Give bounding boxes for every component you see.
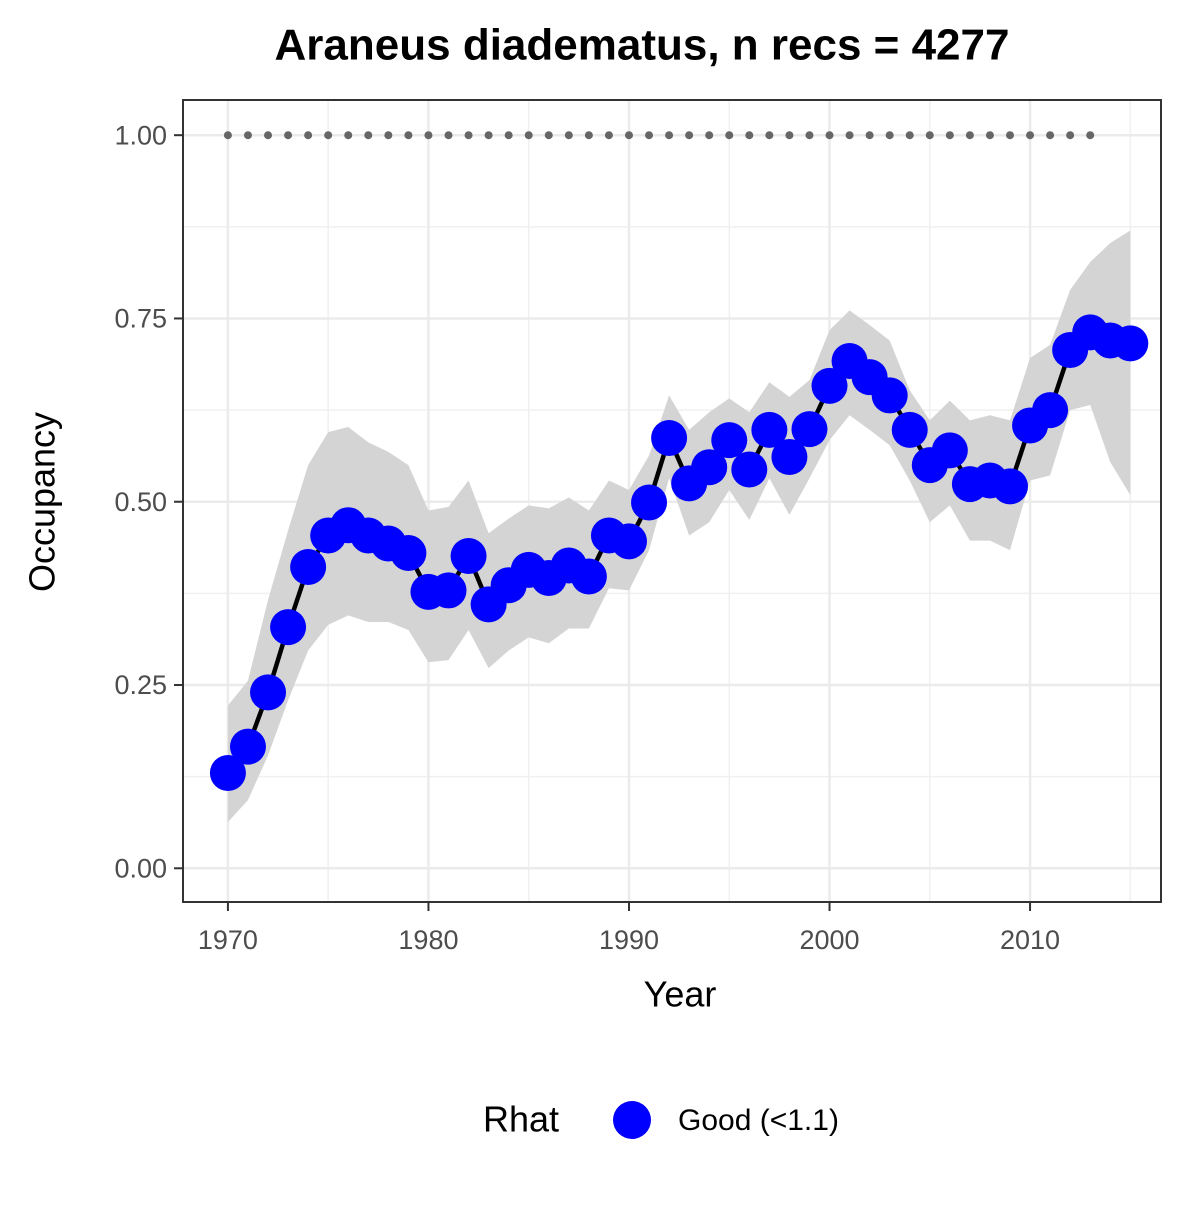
data-point bbox=[209, 754, 246, 791]
reference-dot bbox=[524, 131, 533, 140]
plot-area: 0.00 0.25 0.50 0.75 1.00 1970 1980 1990 2000 2010 bbox=[114, 99, 1162, 955]
reference-dot bbox=[223, 131, 232, 140]
reference-dot bbox=[845, 131, 854, 140]
data-point bbox=[250, 674, 287, 711]
reference-dot bbox=[825, 131, 834, 140]
legend-key bbox=[613, 1101, 651, 1139]
data-point bbox=[430, 572, 467, 609]
data-point bbox=[610, 523, 647, 560]
plot-border bbox=[182, 99, 1162, 903]
reference-dot bbox=[324, 131, 333, 140]
data-point bbox=[1112, 325, 1149, 362]
data-point bbox=[711, 422, 748, 459]
reference-dot bbox=[584, 131, 593, 140]
data-point bbox=[751, 411, 788, 448]
y-tick-label: 1.00 bbox=[114, 120, 167, 150]
reference-dot bbox=[444, 131, 453, 140]
data-point bbox=[570, 558, 607, 595]
reference-dot bbox=[905, 131, 914, 140]
reference-dot bbox=[765, 131, 774, 140]
data-point bbox=[811, 367, 848, 404]
y-tick-label: 0.00 bbox=[114, 853, 167, 883]
reference-dot bbox=[925, 131, 934, 140]
reference-dot bbox=[544, 131, 553, 140]
chart-title: Araneus diadematus, n recs = 4277 bbox=[275, 21, 1010, 70]
data-point bbox=[290, 548, 327, 585]
data-point bbox=[891, 411, 928, 448]
x-axis-title: Year bbox=[644, 974, 717, 1015]
reference-dot bbox=[685, 131, 694, 140]
reference-dot bbox=[504, 131, 513, 140]
reference-dot bbox=[1005, 131, 1014, 140]
reference-dot bbox=[384, 131, 393, 140]
data-point bbox=[270, 609, 307, 646]
legend-title: Rhat bbox=[483, 1099, 559, 1140]
x-tick-label: 1980 bbox=[398, 925, 458, 955]
reference-dot bbox=[785, 131, 794, 140]
reference-dot bbox=[705, 131, 714, 140]
reference-dot bbox=[243, 131, 252, 140]
reference-dot bbox=[344, 131, 353, 140]
reference-dot bbox=[725, 131, 734, 140]
reference-dot bbox=[564, 131, 573, 140]
reference-dot bbox=[424, 131, 433, 140]
data-point bbox=[771, 439, 808, 476]
reference-dot bbox=[1026, 131, 1035, 140]
reference-dot bbox=[645, 131, 654, 140]
reference-dot bbox=[304, 131, 313, 140]
data-point bbox=[229, 728, 266, 765]
reference-dot bbox=[945, 131, 954, 140]
data-point bbox=[691, 449, 728, 486]
reference-dot bbox=[985, 131, 994, 140]
reference-dot bbox=[885, 131, 894, 140]
x-tick-label: 1970 bbox=[198, 925, 258, 955]
reference-dot bbox=[624, 131, 633, 140]
y-tick-label: 0.25 bbox=[114, 670, 167, 700]
confidence-band bbox=[227, 230, 1131, 823]
reference-dot bbox=[1066, 131, 1075, 140]
data-point bbox=[450, 537, 487, 574]
data-point bbox=[931, 432, 968, 469]
data-point bbox=[390, 535, 427, 572]
reference-dot bbox=[484, 131, 493, 140]
data-point bbox=[631, 484, 668, 521]
legend-label: Good (<1.1) bbox=[678, 1104, 839, 1137]
reference-dot bbox=[404, 131, 413, 140]
reference-dot bbox=[604, 131, 613, 140]
reference-dot bbox=[865, 131, 874, 140]
data-point bbox=[651, 419, 688, 456]
reference-dot bbox=[284, 131, 293, 140]
data-point bbox=[1032, 392, 1069, 429]
x-tick-label: 2000 bbox=[799, 925, 859, 955]
data-point bbox=[871, 377, 908, 414]
data-point bbox=[791, 411, 828, 448]
reference-dot bbox=[665, 131, 674, 140]
reference-dot bbox=[264, 131, 273, 140]
reference-dot bbox=[1086, 131, 1095, 140]
data-point bbox=[991, 468, 1028, 505]
reference-dot bbox=[364, 131, 373, 140]
y-tick-label: 0.50 bbox=[114, 487, 167, 517]
reference-dot bbox=[1046, 131, 1055, 140]
y-axis-title: Occupancy bbox=[22, 412, 63, 592]
reference-dot bbox=[965, 131, 974, 140]
reference-dot bbox=[745, 131, 754, 140]
y-tick-label: 0.75 bbox=[114, 304, 167, 334]
reference-dot bbox=[464, 131, 473, 140]
x-tick-label: 2010 bbox=[1000, 925, 1060, 955]
data-point bbox=[731, 451, 768, 488]
x-tick-label: 1990 bbox=[599, 925, 659, 955]
reference-dot bbox=[805, 131, 814, 140]
